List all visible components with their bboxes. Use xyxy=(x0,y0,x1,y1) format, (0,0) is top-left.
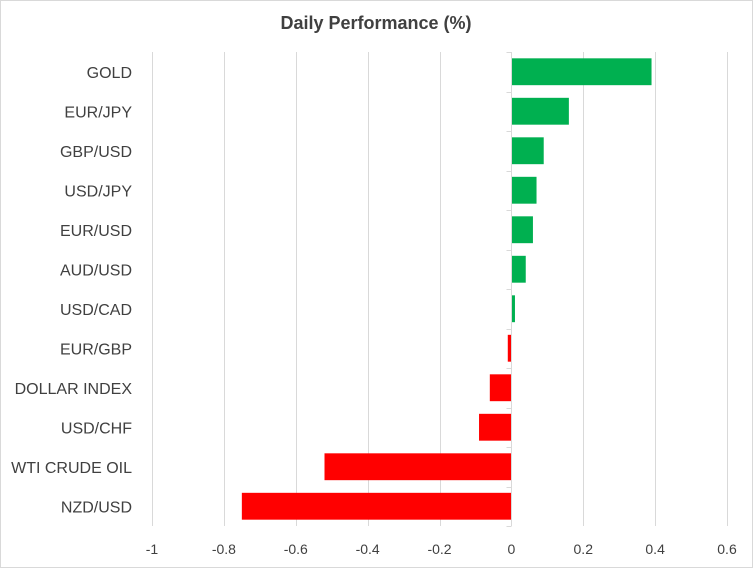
x-tick-label: 0.2 xyxy=(574,541,594,557)
category-label: GBP/USD xyxy=(60,144,132,161)
bar xyxy=(511,137,544,165)
bar xyxy=(511,176,537,204)
category-label: USD/JPY xyxy=(64,183,132,200)
category-label: USD/CHF xyxy=(61,420,132,437)
bar xyxy=(489,374,512,402)
bar xyxy=(507,334,512,362)
category-label: WTI CRUDE OIL xyxy=(11,460,132,477)
bar xyxy=(241,492,512,520)
x-tick-label: 0.6 xyxy=(717,541,737,557)
x-tick-label: -0.6 xyxy=(284,541,308,557)
bar xyxy=(511,216,533,244)
chart-title: Daily Performance (%) xyxy=(280,13,471,33)
x-tick-label: -0.4 xyxy=(356,541,380,557)
category-label: USD/CAD xyxy=(60,302,132,319)
x-tick-label: -0.2 xyxy=(427,541,451,557)
category-label: GOLD xyxy=(87,65,132,82)
x-tick-label: -0.8 xyxy=(212,541,236,557)
category-label: AUD/USD xyxy=(60,262,132,279)
category-label: EUR/USD xyxy=(60,223,132,240)
x-tick-label: -1 xyxy=(146,541,159,557)
bar xyxy=(479,413,512,441)
category-labels: GOLD EUR/JPY GBP/USD USD/JPY EUR/USD AUD/USD U… xyxy=(11,65,132,517)
category-label: EUR/GBP xyxy=(60,341,132,358)
bar xyxy=(511,295,515,323)
tick-labels: -1 -0.8 -0.6 -0.4 -0.2 0 0.2 0.4 0.6 xyxy=(146,541,737,557)
x-tick-label: 0.4 xyxy=(645,541,665,557)
bar xyxy=(511,58,652,86)
category-label: NZD/USD xyxy=(61,499,132,516)
category-label: EUR/JPY xyxy=(64,104,132,121)
bar xyxy=(511,255,526,283)
bar xyxy=(511,97,569,125)
axes xyxy=(506,52,512,527)
category-label: DOLLAR INDEX xyxy=(15,381,133,398)
bars xyxy=(241,58,652,520)
x-tick-label: 0 xyxy=(507,541,515,557)
bar xyxy=(324,453,512,481)
